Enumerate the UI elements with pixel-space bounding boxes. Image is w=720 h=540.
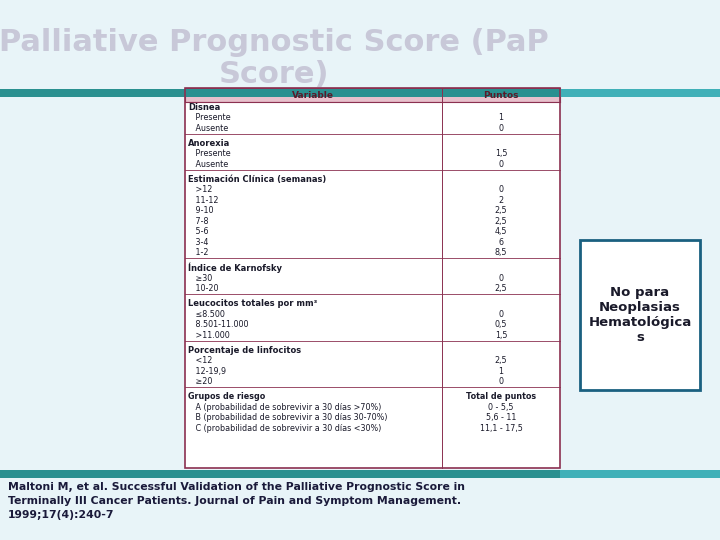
Text: >11.000: >11.000 [188,330,230,340]
Text: Porcentaje de linfocitos: Porcentaje de linfocitos [188,346,301,355]
Text: A (probabilidad de sobrevivir a 30 días >70%): A (probabilidad de sobrevivir a 30 días … [188,403,382,411]
Text: Puntos: Puntos [483,91,518,99]
Bar [185,216,560,226]
Text: Grupos de riesgo: Grupos de riesgo [188,392,265,401]
Bar [185,159,560,170]
Bar [0,89,720,97]
Text: 0: 0 [498,124,503,133]
Text: 2,5: 2,5 [495,217,508,226]
Bar [185,88,560,468]
Bar [560,470,720,478]
Text: 0 - 5,5: 0 - 5,5 [488,403,513,411]
Bar [185,226,560,237]
Text: Terminally III Cancer Patients. Journal of Pain and Symptom Management.: Terminally III Cancer Patients. Journal … [8,496,461,506]
Text: Anorexia: Anorexia [188,139,230,148]
Bar [185,185,560,195]
Bar [185,309,560,320]
Bar [185,355,560,366]
Bar [185,392,560,402]
Text: 2,5: 2,5 [495,284,508,293]
Bar [185,206,560,216]
Text: 12-19,9: 12-19,9 [188,367,226,376]
Text: 5,6 - 11: 5,6 - 11 [486,413,516,422]
Text: 1: 1 [498,367,503,376]
Text: 4,5: 4,5 [495,227,507,237]
Text: No para
Neoplasias
Hematológica
s: No para Neoplasias Hematológica s [588,286,692,344]
Text: 1,5: 1,5 [495,149,507,158]
Text: 0: 0 [498,377,503,386]
Text: 0: 0 [498,185,503,194]
Bar [185,88,560,102]
Text: Índice de Karnofsky: Índice de Karnofsky [188,262,282,273]
Bar [185,174,560,185]
Bar [185,148,560,159]
Bar [185,299,560,309]
Text: 7-8: 7-8 [188,217,209,226]
Bar [185,123,560,133]
Text: 2,5: 2,5 [495,206,508,215]
Text: >12: >12 [188,185,212,194]
Text: Palliative Prognostic Score (PaP: Palliative Prognostic Score (PaP [0,28,549,57]
Text: 11,1 - 17,5: 11,1 - 17,5 [480,424,523,433]
Text: Ausente: Ausente [188,124,228,133]
Bar [185,423,560,434]
Text: 9-10: 9-10 [188,206,214,215]
Bar [185,345,560,355]
Bar [185,413,560,423]
Text: Estimación Clínica (semanas): Estimación Clínica (semanas) [188,175,326,184]
Text: 2: 2 [498,195,503,205]
Text: C (probabilidad de sobrevivir a 30 días <30%): C (probabilidad de sobrevivir a 30 días … [188,424,382,433]
Bar [185,273,560,284]
Bar [185,376,560,387]
Text: 1,5: 1,5 [495,330,507,340]
Bar [185,88,560,468]
Bar [185,237,560,247]
Text: 6: 6 [498,238,503,247]
Text: 8.501-11.000: 8.501-11.000 [188,320,248,329]
Text: Disnea: Disnea [188,103,220,112]
Bar [185,366,560,376]
Text: 3-4: 3-4 [188,238,208,247]
Text: 10-20: 10-20 [188,284,218,293]
Text: Ausente: Ausente [188,160,228,168]
Text: Leucocitos totales por mm³: Leucocitos totales por mm³ [188,299,318,308]
Text: 0: 0 [498,310,503,319]
Bar [0,470,720,478]
Bar [185,247,560,258]
Text: 1999;17(4):240-7: 1999;17(4):240-7 [8,510,114,520]
Text: 0,5: 0,5 [495,320,507,329]
Text: 2,5: 2,5 [495,356,508,365]
Text: <12: <12 [188,356,212,365]
Text: ≤8.500: ≤8.500 [188,310,225,319]
Text: 1-2: 1-2 [188,248,209,257]
Text: 0: 0 [498,160,503,168]
Bar [560,89,720,97]
Text: Variable: Variable [292,91,334,99]
Text: 8,5: 8,5 [495,248,507,257]
Bar [185,195,560,206]
Bar [185,262,560,273]
Bar [185,320,560,330]
Text: 1: 1 [498,113,503,122]
Text: Presente: Presente [188,113,230,122]
Bar [185,138,560,149]
Text: ≥30: ≥30 [188,274,212,283]
Bar [185,102,560,112]
Bar [185,284,560,294]
Text: 11-12: 11-12 [188,195,218,205]
Bar [185,330,560,341]
Bar [185,112,560,123]
Text: Total de puntos: Total de puntos [466,392,536,401]
Text: Presente: Presente [188,149,230,158]
Text: 0: 0 [498,274,503,283]
Text: Score): Score) [218,60,329,89]
Text: ≥20: ≥20 [188,377,212,386]
Text: B (probabilidad de sobrevivir a 30 días 30-70%): B (probabilidad de sobrevivir a 30 días … [188,413,387,422]
Bar [185,402,560,413]
Bar [580,240,700,390]
Text: Maltoni M, et al. Successful Validation of the Palliative Prognostic Score in: Maltoni M, et al. Successful Validation … [8,482,465,492]
Text: 5-6: 5-6 [188,227,209,237]
